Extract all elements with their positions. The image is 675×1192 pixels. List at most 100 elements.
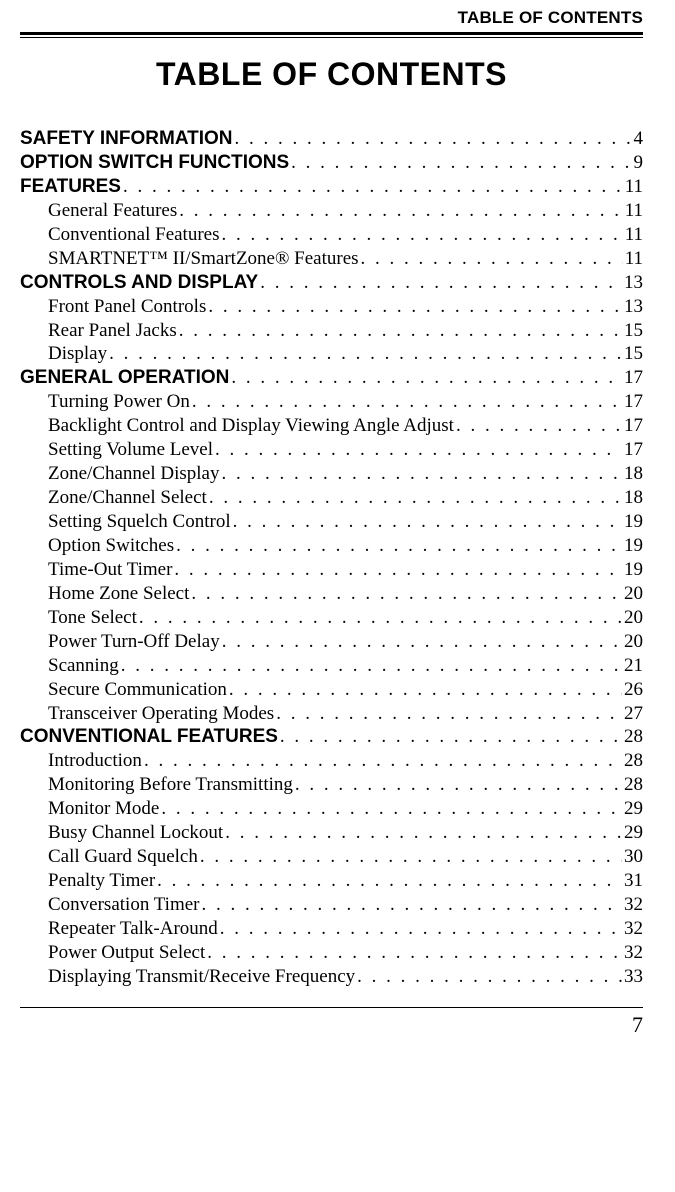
running-head: TABLE OF CONTENTS	[20, 8, 643, 32]
toc-leader	[177, 199, 622, 223]
toc-label: Power Output Select	[48, 941, 205, 965]
page-number: 7	[20, 1012, 643, 1038]
toc-label: Secure Communication	[48, 678, 227, 702]
toc-leader	[233, 127, 632, 151]
toc-leader	[121, 175, 623, 199]
footer-rule	[20, 1007, 643, 1008]
toc-leader	[137, 606, 622, 630]
toc-label: Introduction	[48, 749, 142, 773]
toc-leader	[231, 510, 622, 534]
toc-leader	[258, 271, 622, 295]
toc-leader	[119, 654, 622, 678]
page-title: TABLE OF CONTENTS	[20, 56, 643, 93]
toc-label: Conventional Features	[48, 223, 220, 247]
toc-label: CONTROLS AND DISPLAY	[20, 271, 258, 295]
toc-list: SAFETY INFORMATION4OPTION SWITCH FUNCTIO…	[20, 127, 643, 989]
toc-leader	[227, 678, 622, 702]
toc-label: Power Turn-Off Delay	[48, 630, 220, 654]
toc-page-ref: 33	[622, 965, 643, 989]
toc-label: Setting Squelch Control	[48, 510, 231, 534]
toc-row: Zone/Channel Display18	[20, 462, 643, 486]
toc-row: Time-Out Timer19	[20, 558, 643, 582]
toc-row: FEATURES11	[20, 175, 643, 199]
toc-row: Introduction28	[20, 749, 643, 773]
toc-label: Displaying Transmit/Receive Frequency	[48, 965, 355, 989]
toc-page-ref: 13	[622, 295, 643, 319]
toc-page-ref: 15	[622, 342, 643, 366]
toc-leader	[229, 366, 622, 390]
toc-page-ref: 4	[632, 127, 644, 151]
rule-thick	[20, 32, 643, 35]
toc-row: GENERAL OPERATION17	[20, 366, 643, 390]
toc-label: Zone/Channel Display	[48, 462, 220, 486]
toc-leader	[199, 893, 622, 917]
toc-row: Backlight Control and Display Viewing An…	[20, 414, 643, 438]
toc-page-ref: 28	[622, 773, 643, 797]
toc-page-ref: 21	[622, 654, 643, 678]
toc-label: Backlight Control and Display Viewing An…	[48, 414, 454, 438]
toc-leader	[218, 917, 622, 941]
toc-page-ref: 29	[622, 797, 643, 821]
toc-leader	[206, 295, 622, 319]
toc-page-ref: 20	[622, 606, 643, 630]
toc-label: OPTION SWITCH FUNCTIONS	[20, 151, 289, 175]
toc-row: Display 15	[20, 342, 643, 366]
toc-label: Monitoring Before Transmitting	[48, 773, 293, 797]
toc-label: Tone Select	[48, 606, 137, 630]
toc-leader	[155, 869, 622, 893]
toc-label: Scanning	[48, 654, 119, 678]
toc-leader	[177, 319, 622, 343]
toc-leader	[107, 342, 622, 366]
toc-page-ref: 32	[622, 941, 643, 965]
toc-page: TABLE OF CONTENTS TABLE OF CONTENTS SAFE…	[0, 0, 675, 1050]
toc-label: CONVENTIONAL FEATURES	[20, 725, 278, 749]
toc-leader	[190, 390, 622, 414]
toc-leader	[289, 151, 631, 175]
toc-leader	[454, 414, 622, 438]
toc-leader	[174, 534, 622, 558]
toc-leader	[278, 725, 622, 749]
toc-leader	[198, 845, 622, 869]
toc-label: Display	[48, 342, 107, 366]
toc-leader	[355, 965, 622, 989]
toc-row: Monitor Mode29	[20, 797, 643, 821]
toc-page-ref: 32	[622, 893, 643, 917]
toc-row: Zone/Channel Select18	[20, 486, 643, 510]
toc-row: Turning Power On17	[20, 390, 643, 414]
toc-row: Secure Communication 26	[20, 678, 643, 702]
toc-row: OPTION SWITCH FUNCTIONS 9	[20, 151, 643, 175]
toc-label: Rear Panel Jacks	[48, 319, 177, 343]
toc-label: Call Guard Squelch	[48, 845, 198, 869]
toc-page-ref: 26	[622, 678, 643, 702]
toc-label: Zone/Channel Select	[48, 486, 207, 510]
toc-page-ref: 30	[622, 845, 643, 869]
rule-thin	[20, 37, 643, 38]
toc-row: Power Output Select 32	[20, 941, 643, 965]
toc-row: Setting Squelch Control 19	[20, 510, 643, 534]
toc-leader	[220, 223, 623, 247]
toc-leader	[159, 797, 622, 821]
toc-leader	[220, 630, 622, 654]
toc-row: Power Turn-Off Delay 20	[20, 630, 643, 654]
toc-label: Home Zone Select	[48, 582, 189, 606]
toc-row: Conversation Timer 32	[20, 893, 643, 917]
toc-label: General Features	[48, 199, 177, 223]
toc-page-ref: 19	[622, 510, 643, 534]
toc-page-ref: 19	[622, 558, 643, 582]
toc-page-ref: 11	[623, 199, 643, 223]
toc-page-ref: 9	[632, 151, 644, 175]
toc-page-ref: 11	[623, 247, 643, 271]
toc-page-ref: 19	[622, 534, 643, 558]
toc-leader	[223, 821, 622, 845]
toc-page-ref: 17	[622, 438, 643, 462]
toc-label: Conversation Timer	[48, 893, 199, 917]
toc-label: Option Switches	[48, 534, 174, 558]
toc-row: Busy Channel Lockout29	[20, 821, 643, 845]
toc-label: Turning Power On	[48, 390, 190, 414]
toc-leader	[189, 582, 622, 606]
toc-row: CONVENTIONAL FEATURES28	[20, 725, 643, 749]
toc-label: SAFETY INFORMATION	[20, 127, 233, 151]
toc-row: Tone Select 20	[20, 606, 643, 630]
toc-label: Penalty Timer	[48, 869, 155, 893]
toc-page-ref: 20	[622, 630, 643, 654]
